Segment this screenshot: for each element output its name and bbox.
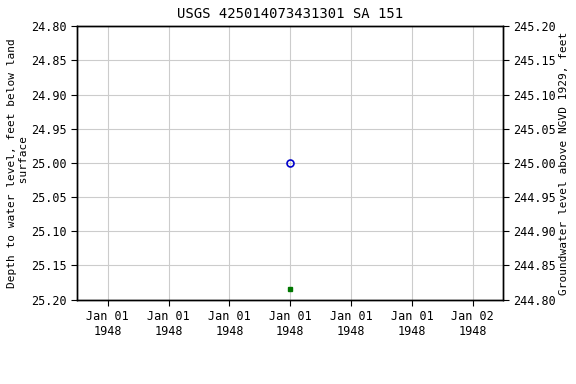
Y-axis label: Groundwater level above NGVD 1929, feet: Groundwater level above NGVD 1929, feet	[559, 31, 569, 295]
Y-axis label: Depth to water level, feet below land
 surface: Depth to water level, feet below land su…	[7, 38, 29, 288]
Title: USGS 425014073431301 SA 151: USGS 425014073431301 SA 151	[177, 7, 403, 21]
